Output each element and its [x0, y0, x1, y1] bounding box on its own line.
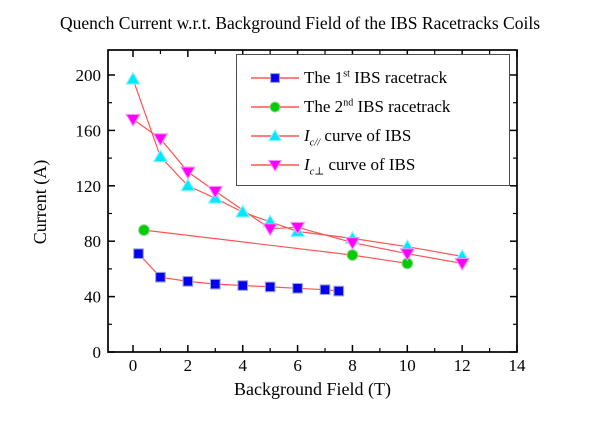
legend-label: The 2nd IBS racetrack — [304, 97, 450, 117]
triangle-up-marker — [125, 71, 141, 85]
x-tick-label: 0 — [129, 356, 138, 375]
triangle-down-marker — [344, 237, 361, 251]
y-tick-label: 0 — [93, 343, 102, 362]
triangle-up-marker — [180, 178, 196, 192]
square-marker — [270, 73, 280, 83]
series-line-3 — [132, 78, 463, 257]
legend-square-icon — [251, 73, 299, 83]
legend-label: The 1st IBS racetrack — [304, 68, 447, 88]
legend-label-run: I — [304, 126, 310, 145]
x-axis-label: Background Field (T) — [234, 379, 391, 400]
legend-label-run: curve of IBS — [320, 126, 412, 145]
circle-marker — [269, 101, 281, 113]
triangle-down-marker — [454, 257, 470, 272]
square-marker — [237, 280, 249, 291]
triangle-down-marker — [289, 221, 306, 236]
legend-label-run: st — [343, 68, 350, 80]
legend-label-run: I — [304, 155, 310, 174]
legend-triangle-up-icon — [251, 128, 299, 142]
square-marker — [319, 284, 331, 296]
legend-circle-icon — [251, 101, 299, 113]
x-tick-label: 8 — [348, 356, 357, 375]
y-tick-label: 120 — [76, 177, 102, 196]
legend-triangle-down-icon — [251, 159, 299, 173]
x-tick-label: 12 — [454, 356, 471, 375]
y-tick-label: 160 — [76, 121, 102, 140]
legend-label-run: nd — [343, 97, 354, 109]
triangle-down-marker — [267, 159, 283, 173]
circle-marker — [346, 249, 359, 261]
x-tick-label: 10 — [399, 356, 416, 375]
x-tick-label: 4 — [238, 356, 247, 375]
legend-label-run: c⊥ — [309, 166, 325, 178]
legend-label-run: curve of IBS — [324, 155, 416, 174]
legend-item-3: Ic// curve of IBS — [250, 125, 412, 149]
triangle-up-marker — [234, 204, 251, 218]
square-marker — [292, 282, 303, 294]
circle-marker — [138, 224, 150, 236]
y-tick-label: 80 — [84, 232, 101, 251]
triangle-down-marker — [399, 248, 416, 262]
chart-title: Quench Current w.r.t. Background Field o… — [59, 13, 541, 33]
legend-item-2: The 2nd IBS racetrack — [250, 96, 450, 118]
square-marker — [209, 278, 221, 290]
legend-label-run: The 1 — [304, 68, 344, 87]
legend: The 1st IBS racetrack The 2nd IBS racetra… — [236, 54, 510, 186]
legend-label-run: IBS racetrack — [349, 68, 448, 87]
plot-frame — [107, 49, 518, 353]
legend-label: Ic// curve of IBS — [304, 126, 412, 149]
y-axis-label: Current (A) — [30, 160, 51, 244]
square-marker — [155, 271, 166, 283]
square-marker — [182, 276, 194, 287]
triangle-down-marker — [125, 113, 141, 128]
y-tick-label: 200 — [76, 66, 102, 85]
legend-item-4: Ic⊥ curve of IBS — [250, 154, 416, 178]
legend-label: Ic⊥ curve of IBS — [304, 155, 416, 178]
legend-label-run: IBS racetrack — [353, 97, 451, 116]
legend-label-run: The 2 — [304, 97, 344, 116]
square-marker — [133, 248, 144, 260]
x-tick-label: 6 — [293, 356, 302, 375]
series-line-2 — [143, 229, 408, 264]
triangle-down-marker — [180, 166, 196, 180]
square-marker — [264, 281, 276, 293]
triangle-up-marker — [152, 149, 169, 163]
triangle-down-marker — [262, 223, 278, 237]
y-tick-label: 40 — [84, 288, 101, 307]
x-tick-label: 2 — [184, 356, 193, 375]
triangle-down-marker — [152, 133, 169, 147]
legend-label-run: c// — [309, 137, 321, 149]
legend-item-1: The 1st IBS racetrack — [250, 67, 447, 89]
x-tick-label: 14 — [509, 356, 527, 375]
triangle-up-marker — [267, 128, 283, 142]
square-marker — [333, 285, 345, 297]
triangle-down-marker — [207, 185, 224, 200]
